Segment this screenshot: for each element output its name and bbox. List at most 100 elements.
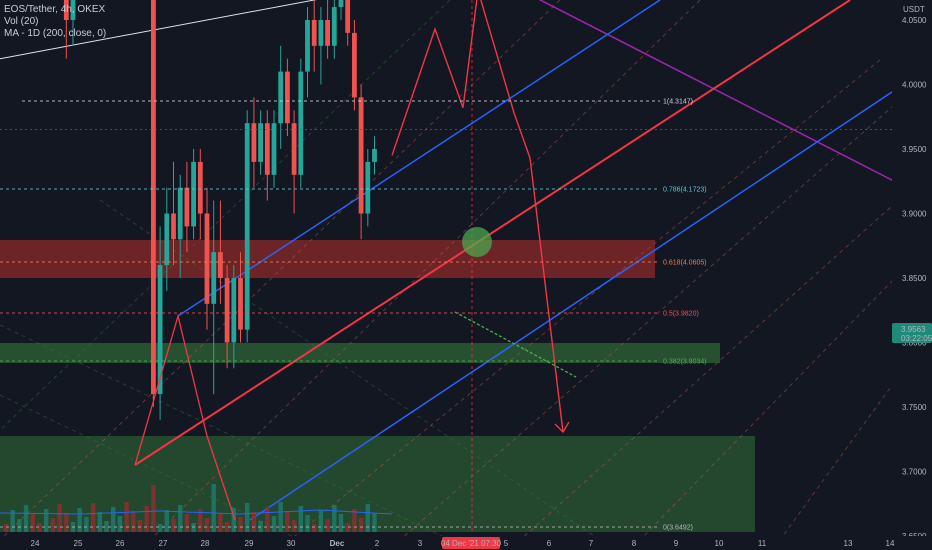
annotations: [134, 0, 577, 521]
volume-bar: [245, 503, 250, 532]
candle-body: [345, 0, 351, 33]
candle-body: [244, 123, 250, 330]
volume-bar: [251, 512, 257, 532]
price-tick-label: 3.7000: [902, 468, 927, 477]
volume-bar: [137, 520, 143, 532]
candle-body: [264, 123, 270, 175]
volume-bar: [352, 509, 357, 532]
volume-bar: [318, 510, 324, 532]
volume-bar: [224, 522, 230, 532]
candle-body: [271, 123, 277, 175]
time-tick-label: 5: [504, 539, 509, 548]
volume-bar: [151, 485, 156, 532]
volume-bar: [171, 519, 176, 532]
volume-bar: [338, 514, 344, 532]
volume-ma-line: [0, 509, 393, 515]
volume-bar: [111, 507, 116, 532]
fib-level-label: 0.5(3.9820): [663, 311, 699, 318]
channel-guide-line: [0, 324, 451, 541]
channel-lower-line: [249, 89, 896, 521]
chart-legend: EOS/Tether, 4h, OKEX Vol (20) MA - 1D (2…: [4, 4, 106, 40]
volume-bar: [3, 524, 9, 532]
candle-body: [224, 278, 230, 343]
purple-trendline: [538, 0, 932, 202]
fib-level-label: 1(4.3147): [663, 99, 693, 106]
volume-bar: [77, 508, 82, 532]
candle-body: [211, 252, 217, 304]
symbol-title[interactable]: EOS/Tether, 4h, OKEX: [4, 4, 106, 15]
candle-body: [311, 20, 317, 46]
time-tick-label: 28: [201, 539, 210, 548]
candle-body: [318, 20, 324, 46]
time-tick-label: 30: [287, 539, 296, 548]
volume-bar: [57, 504, 62, 532]
volume-bar: [44, 509, 49, 532]
candle-body: [191, 161, 196, 227]
volume-bar: [164, 510, 169, 532]
price-tick-label: 4.0500: [902, 16, 927, 25]
volume-bar: [84, 517, 89, 532]
candle-body: [298, 71, 304, 175]
countdown-label: 03:22:05: [901, 334, 932, 343]
volume-bar: [131, 511, 136, 532]
volume-bar: [37, 523, 42, 532]
channel-guide-line: [0, 0, 561, 541]
volume-bar: [157, 524, 163, 532]
time-tick-label: 2: [375, 539, 380, 548]
target-circle: [462, 227, 492, 257]
volume-bar: [198, 509, 203, 532]
candle-body: [63, 0, 69, 20]
volume-indicator-label[interactable]: Vol (20): [4, 16, 39, 27]
volume-bar: [271, 516, 277, 532]
volume-bar: [117, 516, 123, 532]
channel-guide-line: [639, 239, 932, 541]
volume-bar: [124, 502, 129, 532]
candle-body: [372, 149, 377, 162]
white-trendline: [0, 0, 317, 60]
time-tick-label: Dec: [330, 539, 345, 548]
channel-guide-line: [149, 0, 701, 541]
price-tick-label: 3.9000: [902, 210, 927, 219]
ma-indicator-label[interactable]: MA - 1D (200, close, 0): [4, 28, 107, 39]
zones: [0, 240, 755, 532]
support-zone: [0, 343, 720, 363]
time-tick-label: 14: [886, 539, 895, 548]
time-tick-label: 29: [245, 539, 254, 548]
volume-bar: [90, 503, 96, 532]
trendlines: [0, 0, 932, 521]
volume-bar: [285, 511, 290, 532]
candle-body: [358, 97, 364, 214]
time-tick-label: 10: [715, 539, 724, 548]
resistance-zone: [0, 240, 655, 278]
candle-body: [251, 123, 257, 162]
volume-bar: [332, 505, 337, 532]
volume-bar: [265, 507, 270, 532]
fib-levels: 1(4.3147) 0.786(4.1723) 0.618(4.0605) 0.5(3…: [0, 99, 892, 532]
channel-guide-line: [399, 99, 901, 541]
last-price-badge-bg: [892, 323, 932, 343]
time-tick-label: 9: [674, 539, 679, 548]
volume-bar: [211, 484, 216, 532]
last-price-label: 3.9563: [901, 325, 926, 334]
time-tick-label: 13: [844, 539, 853, 548]
volume-bar: [191, 523, 196, 532]
price-axis-bg: [892, 0, 932, 550]
volume-bar: [358, 518, 364, 532]
volume-bar: [184, 514, 190, 532]
volume-bar: [312, 524, 317, 532]
candle-body: [325, 20, 330, 46]
fib-level-label: 0.786(4.1723): [663, 187, 707, 194]
red-zigzag-path: [134, 313, 236, 521]
candle-body: [258, 123, 263, 162]
volume-bar: [23, 505, 29, 532]
candle-body: [164, 213, 170, 266]
candle-body: [305, 20, 310, 72]
candle-body: [197, 161, 203, 214]
candle-body: [238, 278, 243, 330]
volume-bar: [50, 518, 56, 532]
time-tick-label: 3: [418, 539, 423, 548]
candle-body: [365, 161, 371, 214]
